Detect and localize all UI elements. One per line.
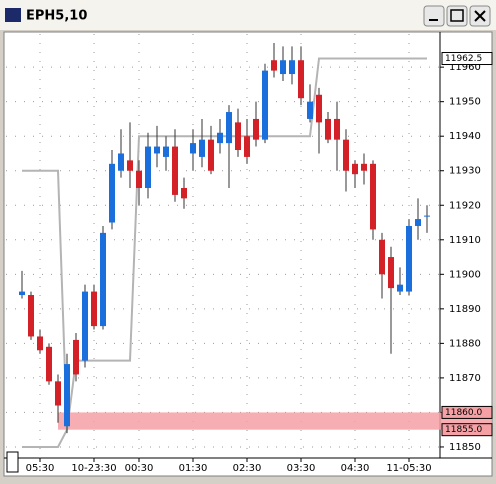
price-label: 11860.0	[445, 408, 482, 418]
candle-body	[19, 291, 25, 296]
x-tick-label: 00:30	[125, 463, 154, 474]
candle-body	[280, 60, 286, 75]
x-tick-label: 02:30	[233, 463, 262, 474]
close-button[interactable]	[469, 5, 491, 27]
minimize-button[interactable]	[423, 5, 445, 27]
candle-body	[154, 146, 160, 154]
candle-body	[28, 295, 34, 337]
candle-body	[307, 101, 313, 119]
price-label-box	[441, 423, 493, 437]
y-tick-label: 11870	[449, 373, 481, 384]
app-icon	[5, 8, 21, 22]
candle-body	[91, 291, 97, 327]
x-tick-label: 10-23:30	[71, 463, 116, 474]
price-label-box	[441, 52, 493, 66]
candle-body	[244, 136, 250, 157]
candle-body	[226, 112, 232, 144]
candle-body	[109, 163, 115, 223]
title-bar	[0, 0, 496, 30]
candle-body	[370, 163, 376, 230]
price-label: 11962.5	[445, 54, 482, 64]
candle-body	[46, 346, 52, 382]
candle-body	[325, 118, 331, 140]
candle-body	[199, 139, 205, 157]
y-tick-label: 11880	[449, 338, 481, 349]
candle-body	[262, 70, 268, 140]
candle-body	[136, 170, 142, 188]
candle-body	[172, 146, 178, 195]
x-tick-label: 01:30	[179, 463, 208, 474]
candle-body	[163, 146, 169, 157]
candle-body	[298, 60, 304, 99]
price-label-box	[441, 405, 493, 419]
candle-body	[406, 225, 412, 292]
chart-area	[3, 31, 493, 477]
candle-body	[289, 60, 295, 75]
candle-body	[235, 122, 241, 151]
price-band	[58, 412, 492, 430]
candle-body	[145, 146, 151, 188]
candle-body	[73, 339, 79, 375]
y-tick-label: 11960	[449, 62, 481, 73]
candle-body	[208, 139, 214, 171]
candle-body	[253, 118, 259, 140]
candle-body	[37, 336, 43, 351]
y-tick-label: 11950	[449, 97, 481, 108]
candle-body	[82, 291, 88, 361]
y-tick-label: 11940	[449, 131, 481, 142]
candle-body	[316, 94, 322, 123]
price-label: 11855.0	[445, 425, 482, 435]
candle-body	[100, 232, 106, 327]
y-tick-label: 11890	[449, 304, 481, 315]
candle-body	[334, 118, 340, 140]
y-tick-label: 11910	[449, 235, 481, 246]
x-tick-label: 11-05:30	[386, 463, 431, 474]
candle-body	[388, 257, 394, 289]
x-tick-label: 04:30	[341, 463, 370, 474]
candle-body	[217, 132, 223, 144]
scroll-handle[interactable]	[6, 451, 19, 473]
y-tick-label: 11930	[449, 166, 481, 177]
y-tick-label: 11900	[449, 269, 481, 280]
candle-body	[271, 60, 277, 71]
candle-body	[379, 239, 385, 275]
candle-body	[190, 143, 196, 154]
window-title: EPH5,10	[26, 9, 87, 24]
candle-body	[397, 284, 403, 292]
candle-body	[343, 139, 349, 171]
overlay-line	[22, 429, 68, 448]
x-tick-label: 05:30	[26, 463, 55, 474]
candle-body	[415, 219, 421, 226]
y-tick-label: 11920	[449, 200, 481, 211]
candle-body	[424, 215, 430, 217]
candle-body	[64, 364, 70, 427]
candle-body	[361, 163, 367, 171]
x-tick-label: 03:30	[287, 463, 316, 474]
candle-body	[127, 160, 133, 171]
maximize-button[interactable]	[446, 5, 468, 27]
plot: 1185011860118701188011890119001191011920…	[6, 34, 493, 474]
y-tick-label: 11850	[449, 442, 481, 453]
candle-body	[181, 187, 187, 199]
candle-body	[118, 153, 124, 171]
candle-body	[55, 381, 61, 406]
candle-body	[352, 163, 358, 175]
overlay-line	[22, 57, 427, 430]
